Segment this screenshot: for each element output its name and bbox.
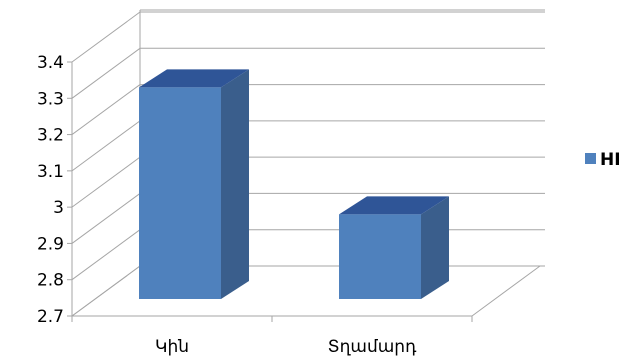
gridline-diagonal (71, 156, 141, 208)
y-tick-label: 3.3 (37, 89, 64, 109)
legend-swatch-hi (585, 153, 596, 164)
y-tick-label: 2.7 (37, 307, 64, 327)
y-tick-label: 3.1 (37, 162, 64, 182)
x-axis-labels: Կին Տղամարդ (71, 316, 473, 357)
legend: HI (585, 150, 621, 170)
gridline-diagonal (71, 229, 141, 281)
x-category-label: Տղամարդ (328, 337, 417, 357)
y-axis-ticks: 2.7 2.8 2.9 3 3.1 3.2 3.3 3.4 (37, 53, 72, 327)
y-tick-label: 3.2 (37, 126, 64, 146)
bar-1-front (139, 87, 221, 300)
bars (139, 69, 449, 300)
gridline-diagonal (71, 193, 141, 244)
gridline-diagonal (71, 84, 141, 135)
gridline-diagonal (71, 47, 141, 99)
bar-1-top (139, 69, 249, 88)
floor-right-edge (471, 265, 541, 317)
y-tick-label: 2.8 (37, 271, 64, 291)
legend-label-hi: HI (600, 150, 621, 170)
gridline-diagonal (71, 120, 141, 172)
x-category-label: Կին (155, 337, 189, 357)
bar-2-side (421, 196, 449, 299)
bar-1-side (221, 69, 249, 300)
gridline-diagonal (71, 11, 141, 63)
y-tick-label: 3.4 (37, 53, 64, 73)
bar-2-front (339, 214, 421, 299)
y-tick-label: 2.9 (37, 234, 64, 254)
gridline-diagonal (71, 265, 141, 317)
y-tick-label: 3 (53, 198, 64, 218)
bar-2-top (339, 196, 449, 215)
